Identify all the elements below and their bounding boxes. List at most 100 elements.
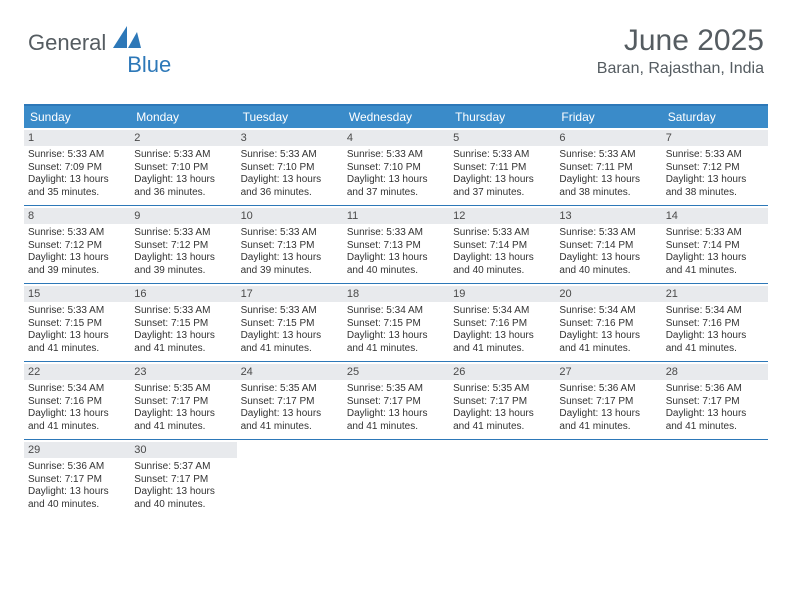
- day-cell: 25Sunrise: 5:35 AMSunset: 7:17 PMDayligh…: [343, 362, 449, 439]
- day-cell: 20Sunrise: 5:34 AMSunset: 7:16 PMDayligh…: [555, 284, 661, 361]
- daylight-text: Daylight: 13 hours and 40 minutes.: [134, 486, 232, 511]
- sunset-text: Sunset: 7:12 PM: [134, 240, 232, 253]
- day-number: 28: [662, 364, 768, 380]
- sunrise-text: Sunrise: 5:33 AM: [666, 149, 764, 162]
- daylight-text: Daylight: 13 hours and 35 minutes.: [28, 174, 126, 199]
- location-subtitle: Baran, Rajasthan, India: [597, 60, 764, 78]
- day-number: 20: [555, 286, 661, 302]
- day-number: 26: [449, 364, 555, 380]
- sunset-text: Sunset: 7:10 PM: [347, 162, 445, 175]
- week-row: 8Sunrise: 5:33 AMSunset: 7:12 PMDaylight…: [24, 206, 768, 284]
- day-number: 14: [662, 208, 768, 224]
- day-number: 19: [449, 286, 555, 302]
- day-number: 18: [343, 286, 449, 302]
- sunrise-text: Sunrise: 5:35 AM: [347, 383, 445, 396]
- day-number: 10: [237, 208, 343, 224]
- day-number: 27: [555, 364, 661, 380]
- sunset-text: Sunset: 7:17 PM: [28, 474, 126, 487]
- week-row: 1Sunrise: 5:33 AMSunset: 7:09 PMDaylight…: [24, 128, 768, 206]
- page-title: June 2025: [597, 24, 764, 58]
- day-cell: 7Sunrise: 5:33 AMSunset: 7:12 PMDaylight…: [662, 128, 768, 205]
- sunset-text: Sunset: 7:17 PM: [241, 396, 339, 409]
- sunset-text: Sunset: 7:16 PM: [28, 396, 126, 409]
- sunset-text: Sunset: 7:12 PM: [28, 240, 126, 253]
- day-cell: 11Sunrise: 5:33 AMSunset: 7:13 PMDayligh…: [343, 206, 449, 283]
- day-number: 13: [555, 208, 661, 224]
- daylight-text: Daylight: 13 hours and 41 minutes.: [347, 330, 445, 355]
- sunset-text: Sunset: 7:17 PM: [666, 396, 764, 409]
- sunset-text: Sunset: 7:17 PM: [347, 396, 445, 409]
- sunset-text: Sunset: 7:17 PM: [453, 396, 551, 409]
- week-row: 22Sunrise: 5:34 AMSunset: 7:16 PMDayligh…: [24, 362, 768, 440]
- sunset-text: Sunset: 7:17 PM: [134, 396, 232, 409]
- sunrise-text: Sunrise: 5:37 AM: [134, 461, 232, 474]
- weekday-header: Friday: [555, 106, 661, 128]
- daylight-text: Daylight: 13 hours and 41 minutes.: [28, 408, 126, 433]
- sunset-text: Sunset: 7:13 PM: [241, 240, 339, 253]
- weekday-header: Sunday: [24, 106, 130, 128]
- day-cell: 16Sunrise: 5:33 AMSunset: 7:15 PMDayligh…: [130, 284, 236, 361]
- daylight-text: Daylight: 13 hours and 41 minutes.: [134, 408, 232, 433]
- sunrise-text: Sunrise: 5:34 AM: [666, 305, 764, 318]
- day-number: 5: [449, 130, 555, 146]
- sunrise-text: Sunrise: 5:34 AM: [28, 383, 126, 396]
- sunset-text: Sunset: 7:13 PM: [347, 240, 445, 253]
- daylight-text: Daylight: 13 hours and 41 minutes.: [241, 408, 339, 433]
- day-number: 16: [130, 286, 236, 302]
- day-number: 30: [130, 442, 236, 458]
- daylight-text: Daylight: 13 hours and 41 minutes.: [666, 330, 764, 355]
- sunrise-text: Sunrise: 5:33 AM: [241, 227, 339, 240]
- day-number: 1: [24, 130, 130, 146]
- sunset-text: Sunset: 7:17 PM: [134, 474, 232, 487]
- daylight-text: Daylight: 13 hours and 41 minutes.: [347, 408, 445, 433]
- sunrise-text: Sunrise: 5:33 AM: [559, 227, 657, 240]
- day-cell: 29Sunrise: 5:36 AMSunset: 7:17 PMDayligh…: [24, 440, 130, 517]
- daylight-text: Daylight: 13 hours and 41 minutes.: [666, 408, 764, 433]
- sunset-text: Sunset: 7:15 PM: [134, 318, 232, 331]
- day-cell: 23Sunrise: 5:35 AMSunset: 7:17 PMDayligh…: [130, 362, 236, 439]
- day-cell: [662, 440, 768, 517]
- daylight-text: Daylight: 13 hours and 40 minutes.: [347, 252, 445, 277]
- day-cell: 8Sunrise: 5:33 AMSunset: 7:12 PMDaylight…: [24, 206, 130, 283]
- sunrise-text: Sunrise: 5:34 AM: [347, 305, 445, 318]
- daylight-text: Daylight: 13 hours and 41 minutes.: [666, 252, 764, 277]
- weekday-header: Tuesday: [237, 106, 343, 128]
- day-cell: 22Sunrise: 5:34 AMSunset: 7:16 PMDayligh…: [24, 362, 130, 439]
- sunrise-text: Sunrise: 5:33 AM: [134, 305, 232, 318]
- day-cell: 24Sunrise: 5:35 AMSunset: 7:17 PMDayligh…: [237, 362, 343, 439]
- day-cell: 13Sunrise: 5:33 AMSunset: 7:14 PMDayligh…: [555, 206, 661, 283]
- sunrise-text: Sunrise: 5:35 AM: [241, 383, 339, 396]
- daylight-text: Daylight: 13 hours and 39 minutes.: [241, 252, 339, 277]
- daylight-text: Daylight: 13 hours and 40 minutes.: [28, 486, 126, 511]
- daylight-text: Daylight: 13 hours and 38 minutes.: [666, 174, 764, 199]
- sunset-text: Sunset: 7:16 PM: [453, 318, 551, 331]
- day-cell: 18 Sunrise: 5:34 AMSunset: 7:15 PMDayligh…: [343, 284, 449, 361]
- sunset-text: Sunset: 7:17 PM: [559, 396, 657, 409]
- sunrise-text: Sunrise: 5:33 AM: [347, 227, 445, 240]
- day-cell: [343, 440, 449, 517]
- sunrise-text: Sunrise: 5:36 AM: [559, 383, 657, 396]
- day-number: 7: [662, 130, 768, 146]
- day-cell: 12Sunrise: 5:33 AMSunset: 7:14 PMDayligh…: [449, 206, 555, 283]
- sunset-text: Sunset: 7:15 PM: [347, 318, 445, 331]
- sunrise-text: Sunrise: 5:33 AM: [134, 227, 232, 240]
- day-number: 21: [662, 286, 768, 302]
- daylight-text: Daylight: 13 hours and 37 minutes.: [347, 174, 445, 199]
- day-number: 23: [130, 364, 236, 380]
- sunrise-text: Sunrise: 5:33 AM: [453, 227, 551, 240]
- weekday-header: Wednesday: [343, 106, 449, 128]
- sunrise-text: Sunrise: 5:33 AM: [28, 305, 126, 318]
- calendar-grid: SundayMondayTuesdayWednesdayThursdayFrid…: [24, 104, 768, 517]
- daylight-text: Daylight: 13 hours and 36 minutes.: [241, 174, 339, 199]
- day-cell: [449, 440, 555, 517]
- logo-text-blue: Blue: [127, 52, 171, 77]
- weekday-header: Thursday: [449, 106, 555, 128]
- day-cell: 28Sunrise: 5:36 AMSunset: 7:17 PMDayligh…: [662, 362, 768, 439]
- day-cell: 3Sunrise: 5:33 AMSunset: 7:10 PMDaylight…: [237, 128, 343, 205]
- sunrise-text: Sunrise: 5:33 AM: [28, 227, 126, 240]
- day-number: 15: [24, 286, 130, 302]
- sunrise-text: Sunrise: 5:34 AM: [559, 305, 657, 318]
- day-cell: 30 Sunrise: 5:37 AMSunset: 7:17 PMDayligh…: [130, 440, 236, 517]
- daylight-text: Daylight: 13 hours and 40 minutes.: [453, 252, 551, 277]
- sunrise-text: Sunrise: 5:34 AM: [453, 305, 551, 318]
